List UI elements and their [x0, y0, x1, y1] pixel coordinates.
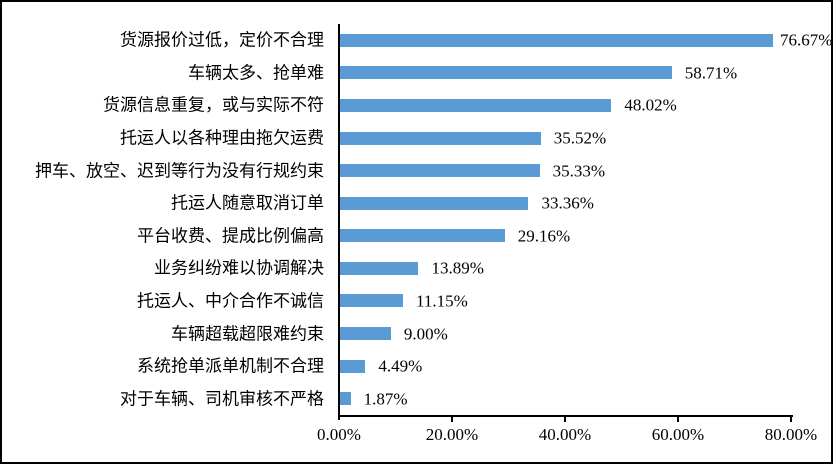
x-axis-tick	[564, 417, 566, 422]
category-label: 系统抢单派单机制不合理	[137, 356, 324, 376]
category-label: 平台收费、提成比例偏高	[137, 226, 324, 246]
x-axis-tick	[790, 417, 792, 422]
bar-value-label: 58.71%	[684, 63, 738, 83]
bar-value-label: 4.49%	[378, 356, 423, 376]
x-axis-labels: 0.00% 20.00% 40.00% 60.00% 80.00%	[317, 425, 817, 448]
category-label: 押车、放空、迟到等行为没有行规约束	[35, 161, 324, 181]
bar	[340, 98, 612, 112]
x-axis-tick-label: 0.00%	[317, 425, 361, 444]
bar	[340, 229, 505, 243]
bar-value-label: 1.87%	[363, 389, 408, 409]
bar-value-label: 35.33%	[552, 161, 606, 181]
bar	[340, 392, 351, 406]
category-label: 对于车辆、司机审核不严格	[120, 389, 324, 409]
bar	[340, 359, 366, 373]
x-axis-tick	[451, 417, 453, 422]
bar-value-label: 29.16%	[517, 226, 571, 246]
bar-value-label: 48.02%	[624, 95, 677, 115]
bar-value-label: 11.15%	[415, 291, 468, 311]
bar	[340, 66, 672, 80]
bar-value-label: 13.89%	[431, 258, 484, 278]
x-axis-line	[338, 415, 793, 417]
bar-value-label: 35.52%	[553, 128, 607, 148]
x-axis-tick-label: 60.00%	[651, 425, 705, 444]
plot-area: 76.67% 58.71% 48.02% 35.52% 35.33% 33.36% 29.1…	[340, 24, 833, 415]
category-label: 车辆太多、抢单难	[188, 63, 324, 83]
bar-value-label: 9.00%	[403, 324, 448, 344]
category-axis: 货源报价过低，定价不合理车辆太多、抢单难货源信息重复，或与实际不符托运人以各种理…	[2, 24, 331, 415]
bar	[340, 164, 540, 178]
x-axis-tick-label: 80.00%	[764, 425, 818, 444]
category-label: 货源报价过低，定价不合理	[120, 30, 324, 50]
bar	[340, 294, 403, 308]
category-label: 车辆超载超限难约束	[171, 324, 324, 344]
bar-value-label: 76.67%	[780, 30, 833, 50]
category-label: 货源信息重复，或与实际不符	[103, 95, 324, 115]
x-axis-tick	[677, 417, 679, 422]
bar	[340, 261, 419, 275]
category-label: 托运人以各种理由拖欠运费	[120, 128, 324, 148]
bar	[340, 327, 391, 341]
bar-value-label: 33.36%	[541, 193, 594, 213]
x-axis-tick-label: 20.00%	[425, 425, 479, 444]
category-label: 业务纠纷难以协调解决	[154, 258, 324, 278]
bar	[340, 33, 774, 47]
bar	[340, 131, 541, 145]
category-label: 托运人、中介合作不诚信	[137, 291, 324, 311]
bar	[340, 196, 529, 210]
category-label: 托运人随意取消订单	[171, 193, 324, 213]
x-axis-tick-label: 40.00%	[538, 425, 592, 444]
y-axis-line	[338, 24, 340, 420]
